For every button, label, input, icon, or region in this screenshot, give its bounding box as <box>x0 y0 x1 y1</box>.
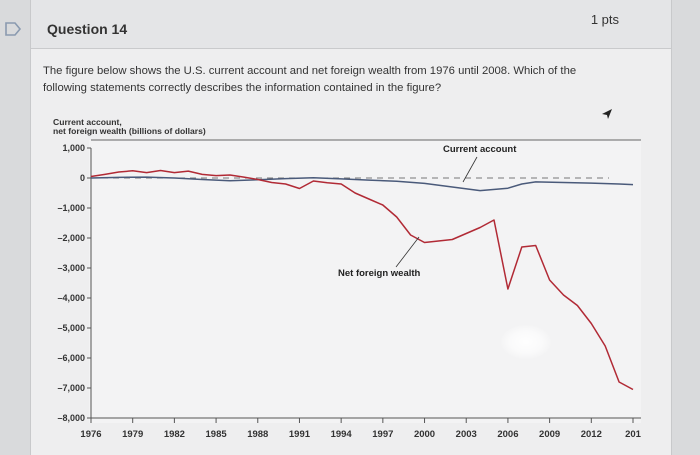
x-tick-label: 1997 <box>372 429 393 440</box>
x-tick-label: 201 <box>625 429 642 440</box>
y-tick-label: –6,000 <box>57 353 85 363</box>
y-axis-label-line1: Current account, <box>53 117 122 127</box>
x-tick-label: 1988 <box>247 429 268 440</box>
x-tick-label: 2000 <box>414 429 435 440</box>
question-flag-tab[interactable] <box>0 14 26 44</box>
mouse-cursor-icon <box>602 109 612 119</box>
x-tick-label: 1976 <box>80 429 101 440</box>
y-tick-label: –3,000 <box>57 263 85 273</box>
x-tick-label: 1982 <box>164 429 185 440</box>
y-axis: 1,000 0 –1,000 –2,000 –3,000 –4,000 –5,000 –6,0… <box>57 143 92 423</box>
x-tick-label: 1985 <box>206 429 228 440</box>
x-tick-label: 2009 <box>539 429 560 440</box>
x-tick-label: 2003 <box>456 429 477 440</box>
series-annotations: Current account Net foreign wealth <box>338 144 517 279</box>
y-tick-label: –2,000 <box>57 233 85 243</box>
y-tick-label: –8,000 <box>57 413 85 423</box>
y-tick-label: –5,000 <box>57 323 85 333</box>
net-foreign-wealth-pointer <box>395 236 420 268</box>
plot-area <box>89 140 641 423</box>
question-panel: Question 14 1 pts The figure below shows… <box>30 0 672 455</box>
question-points: 1 pts <box>590 12 619 27</box>
y-tick-label: 1,000 <box>62 143 85 153</box>
question-header: Question 14 1 pts <box>31 0 671 49</box>
x-axis: 1976 1979 1982 1985 1988 1991 1994 1997 2000 2003… <box>80 139 642 440</box>
y-tick-label: –7,000 <box>57 383 85 393</box>
y-tick-label: 0 <box>80 173 85 183</box>
current-account-label: Current account <box>443 144 517 155</box>
question-title: Question 14 <box>47 21 128 37</box>
x-tick-label: 1979 <box>122 429 143 440</box>
current-account-chart: Current account, net foreign wealth (bil… <box>53 117 642 440</box>
x-tick-label: 2012 <box>581 429 602 440</box>
flag-icon <box>5 22 22 36</box>
series-lines <box>90 169 634 391</box>
question-prompt: The figure below shows the U.S. current … <box>43 65 577 94</box>
x-tick-label: 2006 <box>497 429 518 440</box>
screen-glare <box>501 325 551 359</box>
series-line-0 <box>90 176 634 192</box>
series-line-1 <box>90 169 634 391</box>
x-tick-label: 1991 <box>289 429 311 440</box>
x-tick-label: 1994 <box>331 429 353 440</box>
y-tick-label: –4,000 <box>57 293 85 303</box>
net-foreign-wealth-label: Net foreign wealth <box>338 268 421 279</box>
y-axis-label-line2: net foreign wealth (billions of dollars) <box>53 126 206 136</box>
y-tick-label: –1,000 <box>57 203 85 213</box>
current-account-pointer <box>462 156 478 183</box>
